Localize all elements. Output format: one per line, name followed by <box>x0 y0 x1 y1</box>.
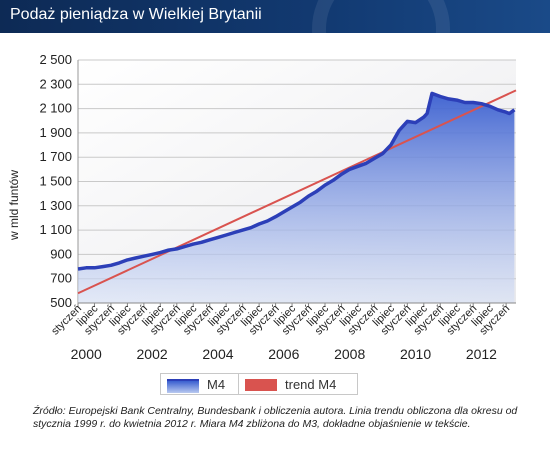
x-year-label: 2006 <box>268 346 299 362</box>
y-tick-label: 2 300 <box>39 76 72 91</box>
x-year-label: 2008 <box>334 346 365 362</box>
y-tick-label: 2 100 <box>39 101 72 116</box>
x-year-label: 2010 <box>400 346 431 362</box>
legend-label-trend: trend M4 <box>285 377 337 392</box>
y-tick-label: 500 <box>50 295 72 310</box>
y-tick-label: 900 <box>50 246 72 261</box>
legend-label-m4: M4 <box>207 377 226 392</box>
legend-swatch-trend <box>245 379 277 391</box>
chart-header: Podaż pieniądza w Wielkiej Brytanii <box>0 0 550 33</box>
y-tick-label: 2 500 <box>39 52 72 67</box>
y-axis-label: w mld funtów <box>7 170 21 241</box>
series-layer <box>77 89 517 304</box>
legend-swatch-m4 <box>167 379 199 393</box>
y-tick-label: 1 100 <box>39 222 72 237</box>
x-axis-year-labels: 2000 2002 2004 2006 2008 2010 2012 <box>71 346 498 362</box>
x-axis-month-labels: styczeńlipiecstyczeńlipiecstyczeńlipiecs… <box>49 302 512 337</box>
y-tick-label: 1 900 <box>39 125 72 140</box>
header-decoration <box>312 0 450 33</box>
m4-area <box>78 93 515 304</box>
y-tick-label: 700 <box>50 271 72 286</box>
x-year-label: 2002 <box>137 346 168 362</box>
x-axis-ticks <box>77 302 516 307</box>
m4-line <box>77 91 516 271</box>
source-note: Źródło: Europejski Bank Centralny, Bunde… <box>33 405 518 430</box>
legend-item-trend: trend M4 <box>238 373 358 395</box>
trend-m4-line <box>77 89 517 295</box>
chart-title: Podaż pieniądza w Wielkiej Brytanii <box>10 6 262 23</box>
y-tick-label: 1 500 <box>39 174 72 189</box>
chart-svg: 500 700 900 1 100 1 300 1 500 1 700 1 900 2 100 2… <box>7 52 517 362</box>
x-year-label: 2004 <box>202 346 233 362</box>
x-year-label: 2012 <box>466 346 497 362</box>
x-year-label: 2000 <box>71 346 102 362</box>
y-tick-label: 1 700 <box>39 149 72 164</box>
y-tick-label: 1 300 <box>39 198 72 213</box>
y-axis-tick-labels: 500 700 900 1 100 1 300 1 500 1 700 1 900 2 100 2… <box>39 52 72 310</box>
